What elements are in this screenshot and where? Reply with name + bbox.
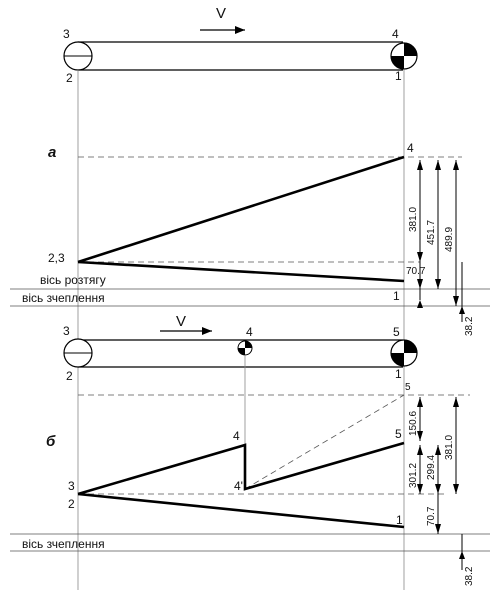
top-belt-scheme: V 3 4 2 1 <box>63 5 418 85</box>
diagram-b-label-5-top: 5 <box>405 382 411 393</box>
tension-axis-label: вісь розтягу <box>40 273 106 287</box>
point-label-2: 2 <box>66 71 73 85</box>
dim-b-70: 70.7 <box>426 506 437 526</box>
point-label-4-mid: 4 <box>246 325 253 339</box>
point-label-1-mid: 1 <box>395 367 402 381</box>
diagram-b-label-4prime: 4' <box>234 479 243 493</box>
diagram-a-label-1: 1 <box>393 289 400 303</box>
drive-pulley-icon <box>390 42 418 70</box>
velocity-label-2: V <box>176 313 186 330</box>
diagram-b-label-5: 5 <box>395 427 402 441</box>
dim-b-150: 150.6 <box>408 411 419 436</box>
dim-b-38: 38.2 <box>464 566 475 586</box>
diagram-a: а 4 2,3 1 вісь розтягу вісь зчеплення <box>10 141 490 336</box>
diagram-b-label-4: 4 <box>233 429 240 443</box>
drive-pulley-2-icon <box>390 339 418 367</box>
idler-pulley-icon <box>237 340 253 356</box>
dim-b-381: 381.0 <box>444 435 455 460</box>
diagram-b-label-1: 1 <box>396 513 403 527</box>
point-label-4: 4 <box>392 27 399 41</box>
diagram-b-label-3: 3 <box>68 479 75 493</box>
point-label-2-mid: 2 <box>66 369 73 383</box>
dim-b-299: 299.4 <box>426 455 437 480</box>
point-label-3: 3 <box>63 27 70 41</box>
diagram-a-label-23: 2,3 <box>48 251 65 265</box>
point-label-5-mid: 5 <box>393 325 400 339</box>
point-label-1: 1 <box>395 69 402 83</box>
velocity-arrow-2-icon <box>202 327 212 335</box>
diagram-b-label-2: 2 <box>68 497 75 511</box>
middle-belt-scheme: V 3 4 5 2 1 <box>63 313 418 383</box>
diagram-a-label-4: 4 <box>407 141 414 155</box>
dim-a-38: 38.2 <box>464 316 475 336</box>
grip-axis-label: вісь зчеплення <box>22 291 105 305</box>
dim-a-381: 381.0 <box>408 207 419 232</box>
diagram-a-letter: а <box>48 144 56 161</box>
dim-b-301: 301.2 <box>408 463 419 488</box>
dim-a-489: 489.9 <box>444 227 455 252</box>
diagram-b-letter: б <box>46 433 56 450</box>
grip-axis-label-b: вісь зчеплення <box>22 537 105 551</box>
velocity-arrow-icon <box>235 26 245 34</box>
point-label-3-mid: 3 <box>63 324 70 338</box>
dim-a-451: 451.7 <box>426 220 437 245</box>
dim-a-70: 70.7 <box>406 266 426 277</box>
diagram-b: б 5 4 4' 5 3 2 1 вісь зчеплення <box>10 382 490 586</box>
velocity-label: V <box>216 5 226 22</box>
